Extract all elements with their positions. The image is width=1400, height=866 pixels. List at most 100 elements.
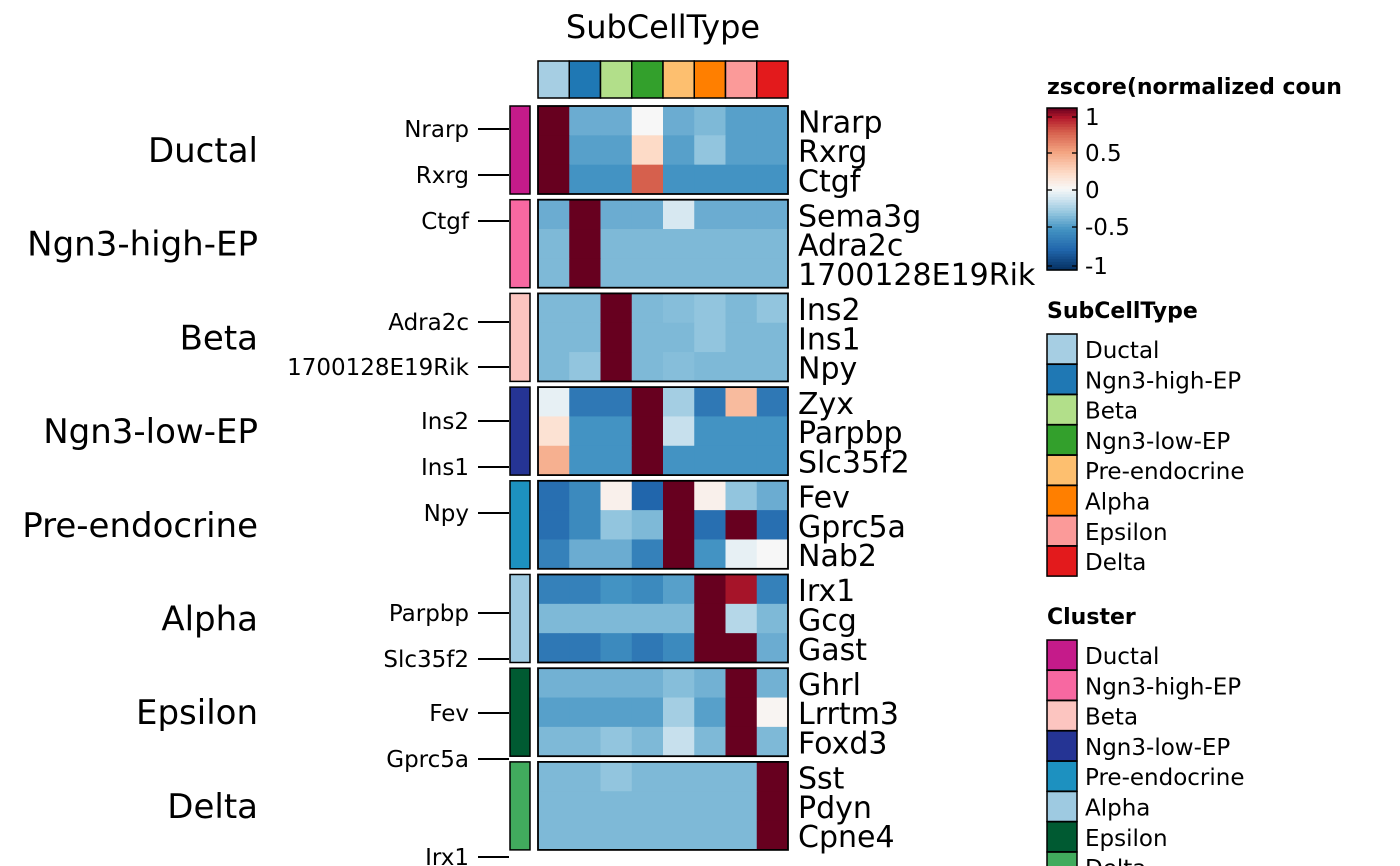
colorbar-segment (1047, 124, 1077, 128)
highlight-gene-label: Ins1 (421, 455, 469, 481)
heatmap-cell (694, 416, 726, 447)
heatmap-cell (663, 574, 695, 605)
legend-item-label: Pre-endocrine (1085, 459, 1244, 485)
heatmap-cell (725, 135, 758, 166)
heatmap-cell (756, 293, 789, 324)
colorbar-segment (1047, 180, 1077, 185)
heatmap-cell (694, 510, 726, 540)
heatmap-cell (756, 726, 789, 757)
heatmap-cell (756, 387, 789, 417)
heatmap-cell (725, 480, 758, 511)
heatmap-cell (663, 352, 695, 382)
highlight-gene-label: Parpbp (389, 601, 469, 627)
heatmap-cell (569, 199, 601, 230)
legend-swatch (1046, 669, 1078, 702)
heatmap-cell (756, 229, 789, 259)
highlight-gene-label: Fev (429, 701, 469, 727)
heatmap-cell (600, 726, 633, 757)
heatmap-cell (725, 603, 758, 634)
gene-label: Sema3g (798, 199, 921, 234)
legend-swatch (1046, 760, 1078, 792)
heatmap-cell (694, 106, 726, 136)
heatmap-cell (538, 416, 570, 447)
legend-swatch (1046, 454, 1078, 486)
heatmap-cell (694, 199, 726, 230)
legend-title: Cluster (1047, 605, 1136, 630)
heatmap-cell (725, 229, 758, 259)
heatmap-cell (756, 258, 789, 289)
cluster-annotation-cell (509, 761, 531, 851)
heatmap-cell (756, 135, 789, 166)
column-annotation-cell (662, 60, 695, 99)
heatmap-cell (600, 416, 633, 447)
heatmap-cell (694, 229, 726, 259)
gene-label: Foxd3 (798, 727, 888, 762)
heatmap-cell (694, 791, 726, 822)
cluster-label: Pre-endocrine (22, 506, 258, 546)
legend-item-label: Ngn3-low-EP (1085, 429, 1230, 455)
legend-swatch (1046, 639, 1078, 671)
highlight-gene-labels: Nrarp Rxrg Ctgf Adra2c 1700128E19Rik Ins2 Ins1… (287, 117, 509, 866)
heatmap-cell (663, 416, 695, 447)
heatmap-cell (631, 574, 664, 605)
legend-swatch (1046, 699, 1078, 732)
cluster-annotation-cell (509, 198, 531, 289)
heatmap-cell (600, 445, 633, 476)
heatmap-cell (756, 539, 789, 570)
gene-label: Ctgf (798, 164, 862, 199)
legend-swatch (1046, 730, 1078, 762)
heatmap-cell (725, 726, 758, 757)
heatmap-cell (569, 387, 601, 417)
heatmap-cell (725, 199, 758, 230)
heatmap-cell (631, 387, 664, 417)
heatmap-cell (569, 293, 601, 324)
legend-swatch (1046, 333, 1078, 365)
heatmap-cell (631, 480, 664, 511)
gene-label: Gast (798, 633, 867, 668)
heatmap-cell (756, 510, 789, 540)
highlight-gene-label: Rxrg (416, 163, 469, 189)
colorbar-segment (1047, 251, 1077, 255)
legend-swatch (1046, 424, 1078, 456)
heatmap-cell (756, 633, 789, 663)
heatmap-cell (663, 480, 695, 511)
colorbar-segment (1047, 213, 1077, 217)
column-annotation-bar (537, 60, 789, 99)
heatmap-cell (694, 633, 726, 663)
legend-item-label: Epsilon (1085, 826, 1168, 852)
gene-label: Zyx (798, 387, 854, 422)
heatmap-cell (600, 633, 633, 663)
colorbar-segment (1047, 183, 1077, 187)
heatmap-cell (756, 791, 789, 822)
colorbar-tick-label: 1 (1085, 105, 1100, 131)
colorbar-segment (1047, 113, 1077, 117)
heatmap-cell (569, 106, 601, 136)
heatmap-cell (725, 791, 758, 822)
colorbar-segment (1047, 253, 1077, 258)
heatmap-cell (725, 387, 758, 417)
legend-item-label: Epsilon (1085, 520, 1168, 546)
legend-item-label: Beta (1085, 399, 1138, 425)
gene-label: Ins2 (798, 293, 861, 328)
heatmap-cell (663, 668, 695, 699)
heatmap-cell (538, 135, 570, 166)
heatmap-cell (725, 416, 758, 447)
heatmap-cell (694, 761, 726, 792)
legend-title: SubCellType (1047, 299, 1198, 324)
gene-label: Nab2 (798, 539, 877, 574)
heatmap-cell (600, 352, 633, 382)
heatmap-cell (631, 445, 664, 476)
colorbar-segment (1047, 162, 1077, 166)
legend-item-label: Beta (1085, 705, 1138, 731)
heatmap-cell (756, 352, 789, 382)
heatmap-cell (538, 164, 570, 195)
heatmap-cell (569, 322, 601, 353)
legend-swatch (1046, 545, 1078, 577)
heatmap-cell (569, 135, 601, 166)
heatmap-cell (600, 199, 633, 230)
column-annotation-cell (756, 60, 789, 99)
colorbar-segment (1047, 140, 1077, 144)
heatmap-cell (600, 574, 633, 605)
heatmap-cell (725, 445, 758, 476)
heatmap-cell (725, 539, 758, 570)
